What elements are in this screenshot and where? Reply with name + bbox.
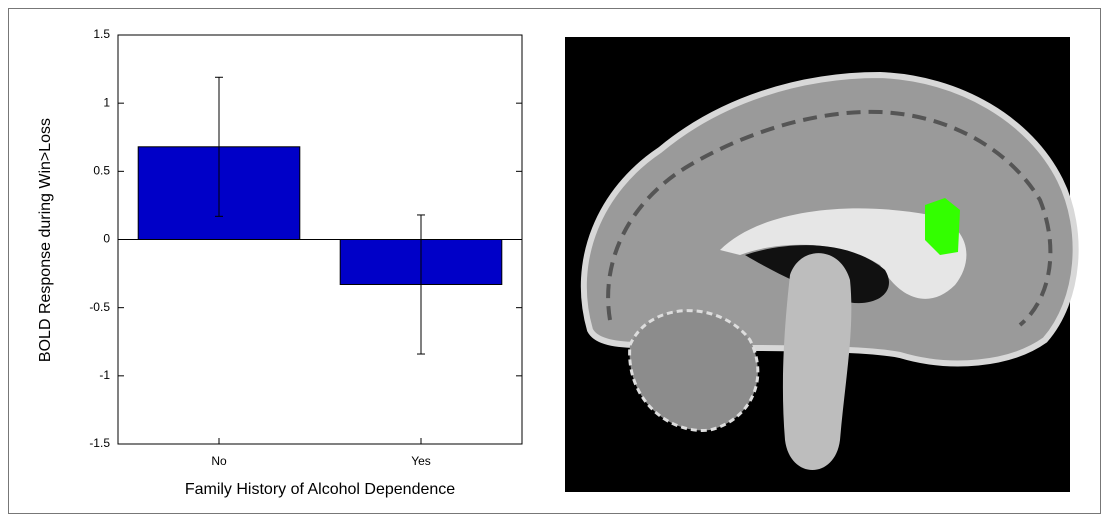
x-axis-label: Family History of Alcohol Dependence <box>185 481 455 498</box>
y-tick-label: -0.5 <box>89 300 110 314</box>
y-tick-label: -1 <box>99 368 110 382</box>
x-tick-label: Yes <box>411 454 431 468</box>
y-axis-label: BOLD Response during Win>Loss <box>37 118 54 362</box>
x-tick-label: No <box>211 454 227 468</box>
y-tick-label: 1 <box>103 95 110 109</box>
y-tick-label: -1.5 <box>89 436 110 450</box>
figure: Family History of Alcohol Dependence BOL… <box>0 0 1109 522</box>
y-tick-label: 0.5 <box>93 164 110 178</box>
y-tick-label: 1.5 <box>93 27 110 41</box>
y-tick-label: 0 <box>103 232 110 246</box>
brain-image <box>565 37 1076 492</box>
